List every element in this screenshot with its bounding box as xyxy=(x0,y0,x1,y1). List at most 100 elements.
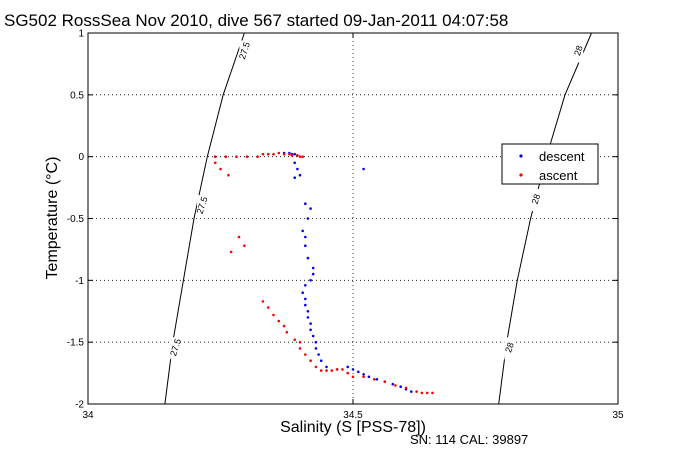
ascent-point xyxy=(301,155,305,158)
descent-point xyxy=(314,340,318,344)
ascent-point xyxy=(372,378,376,381)
ascent-point xyxy=(431,391,434,395)
ascent-point xyxy=(261,300,265,303)
ascent-point xyxy=(304,353,307,356)
contour-label: 28 xyxy=(503,341,516,354)
ascent-point xyxy=(282,324,286,328)
descent-point xyxy=(304,303,307,307)
y-tick-label: -1 xyxy=(75,276,84,287)
contour-label-bg xyxy=(196,195,207,218)
ascent-point xyxy=(288,152,291,156)
descent-point xyxy=(304,244,307,247)
ascent-point xyxy=(285,331,289,334)
descent-point xyxy=(391,382,395,386)
ascent-point xyxy=(282,152,286,156)
y-tick-label: 1 xyxy=(78,29,84,40)
descent-point xyxy=(375,378,379,381)
ascent-point xyxy=(245,155,249,158)
y-tick-label: -2 xyxy=(75,400,84,411)
legend-marker-ascent xyxy=(519,173,523,177)
descent-point xyxy=(304,297,307,301)
contour-label-bg xyxy=(504,337,515,360)
descent-point xyxy=(362,167,365,171)
ascent-point xyxy=(235,155,238,158)
ascent-point xyxy=(319,369,323,372)
descent-point xyxy=(306,316,310,319)
descent-point xyxy=(367,375,371,379)
ascent-point xyxy=(243,244,246,247)
descent-point xyxy=(298,173,302,177)
descent-point xyxy=(311,272,315,276)
y-axis-label: Temperature (°C) xyxy=(44,157,61,280)
ascent-point xyxy=(272,313,275,317)
contour-label: 28 xyxy=(572,44,585,57)
series-descent xyxy=(282,151,413,393)
descent-point xyxy=(293,176,297,179)
descent-point xyxy=(362,373,365,376)
x-tick-label: 34.5 xyxy=(343,410,363,421)
descent-point xyxy=(325,365,328,369)
descent-point xyxy=(293,152,297,156)
descent-point xyxy=(301,229,305,233)
descent-point xyxy=(304,202,307,205)
legend: descent ascent xyxy=(501,143,599,185)
descent-point xyxy=(351,368,355,371)
descent-point xyxy=(311,266,315,270)
ascent-point xyxy=(296,154,299,157)
ascent-point xyxy=(341,368,344,371)
legend-label-descent: descent xyxy=(539,149,585,164)
ascent-point xyxy=(309,359,312,363)
series-ascent xyxy=(213,151,434,395)
legend-box xyxy=(501,143,599,185)
descent-point xyxy=(311,334,315,338)
descent-point xyxy=(410,390,413,393)
descent-point xyxy=(309,328,312,332)
x-tick-label: 35 xyxy=(612,410,624,421)
descent-point xyxy=(317,353,320,356)
ascent-point xyxy=(266,306,270,309)
descent-point xyxy=(309,279,312,282)
ascent-point xyxy=(325,369,328,372)
ascent-point xyxy=(266,152,270,156)
y-axis: -2 -1.5 -1 -0.5 0 0.5 1 xyxy=(67,29,618,411)
descent-point xyxy=(304,284,307,287)
ascent-point xyxy=(277,319,281,323)
contour-label-bg xyxy=(530,188,541,211)
y-tick-label: 0 xyxy=(78,152,84,163)
descent-point xyxy=(346,365,350,369)
ascent-point xyxy=(272,152,275,156)
ascent-point xyxy=(229,250,233,254)
y-tick-label: -0.5 xyxy=(67,214,85,225)
ascent-point xyxy=(298,340,302,344)
y-tick-label: 0.5 xyxy=(70,90,84,101)
ascent-point xyxy=(261,152,265,156)
ascent-point xyxy=(256,155,259,158)
ascent-point xyxy=(219,167,222,171)
descent-point xyxy=(293,161,297,165)
ascent-point xyxy=(351,375,355,379)
contour-label-bg xyxy=(239,40,250,63)
ascent-point xyxy=(346,371,350,375)
ascent-point xyxy=(394,384,397,387)
ascent-point xyxy=(420,391,424,395)
descent-point xyxy=(301,291,305,295)
contour-label: 28 xyxy=(530,193,543,206)
ascent-point xyxy=(415,390,418,393)
ascent-point xyxy=(213,161,217,165)
ascent-point xyxy=(213,155,217,158)
descent-point xyxy=(314,347,318,350)
descent-point xyxy=(309,207,312,210)
x-tick-label: 34 xyxy=(82,410,94,421)
descent-point xyxy=(309,322,312,325)
descent-point xyxy=(319,359,323,363)
ascent-point xyxy=(362,375,365,379)
ascent-point xyxy=(425,391,429,395)
ascent-point xyxy=(298,155,302,158)
calibration-footer: SN: 114 CAL: 39897 xyxy=(410,432,528,447)
x-axis: 34 34.5 35 xyxy=(82,33,624,421)
legend-marker-descent xyxy=(519,154,523,158)
ascent-point xyxy=(224,155,228,158)
ascent-point xyxy=(277,151,281,155)
